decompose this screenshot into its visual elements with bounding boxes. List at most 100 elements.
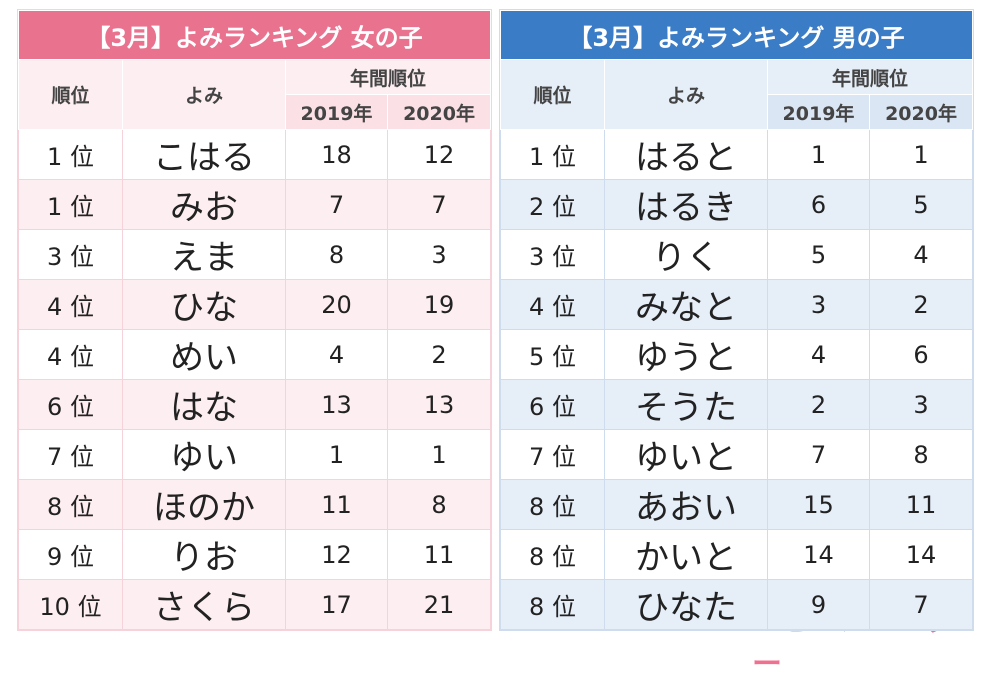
data-row: 8 位ほのか 11 8 <box>18 479 492 530</box>
rank-2019: 12 <box>285 529 388 580</box>
rank-2020: 2 <box>386 329 492 380</box>
rank: 5 位 <box>500 329 605 380</box>
rank: 1 位 <box>18 129 123 180</box>
page: ベビーカレンダー (() => { const data = JSON.pars… <box>16 9 975 682</box>
data-row: 9 位りお 12 11 <box>18 529 492 580</box>
ranking-table: 【3月】よみランキング 女の子 順位 よみ 年間順位 2019年 2020年 1 位こはる 1… <box>16 9 493 631</box>
rank: 1 位 <box>18 179 123 230</box>
rank: 8 位 <box>500 529 605 580</box>
rank-2019: 17 <box>285 579 388 630</box>
data-row: 4 位ひな 20 19 <box>18 279 492 330</box>
rank-2020: 5 <box>868 179 974 230</box>
rank-2020: 11 <box>386 529 492 580</box>
rank: 2 位 <box>500 179 605 230</box>
rank-2020: 8 <box>868 429 974 480</box>
rank: 9 位 <box>18 529 123 580</box>
rank-2019: 4 <box>767 329 870 380</box>
reading: ひなた <box>604 579 768 630</box>
reading: めい <box>122 329 286 380</box>
reading: ゆうと <box>604 329 768 380</box>
reading: ゆいと <box>604 429 768 480</box>
reading: ゆい <box>122 429 286 480</box>
rank-2020: 7 <box>386 179 492 230</box>
data-row: 8 位ひなた 9 7 <box>500 579 974 630</box>
header-cell: 順位 <box>18 59 123 130</box>
header-cell: 順位 <box>500 59 605 130</box>
rank-2019: 9 <box>767 579 870 630</box>
header-row: 順位 よみ 年間順位 <box>500 59 974 130</box>
data-row: 6 位はな 13 13 <box>18 379 492 430</box>
reading: ほのか <box>122 479 286 530</box>
data-row: 2 位はるき 6 5 <box>500 179 974 230</box>
rank: 4 位 <box>500 279 605 330</box>
header-cell: 2020年 <box>868 94 974 130</box>
rank: 8 位 <box>18 479 123 530</box>
rank-2019: 3 <box>767 279 870 330</box>
rank: 1 位 <box>500 129 605 180</box>
header-row: 順位 よみ 年間順位 <box>18 59 492 130</box>
reading: りく <box>604 229 768 280</box>
title-row: 【3月】よみランキング 男の子 <box>499 10 974 60</box>
reading: はるき <box>604 179 768 230</box>
data-row: 1 位はると 1 1 <box>500 129 974 180</box>
rank: 10 位 <box>18 579 123 630</box>
data-row: 4 位みなと 3 2 <box>500 279 974 330</box>
header-cell: 年間順位 <box>284 59 492 95</box>
rank-2019: 1 <box>767 129 870 180</box>
reading: りお <box>122 529 286 580</box>
header-cell: よみ <box>604 59 768 130</box>
reading: はると <box>604 129 768 180</box>
rank: 3 位 <box>500 229 605 280</box>
data-row: 8 位かいと 14 14 <box>500 529 974 580</box>
reading: そうた <box>604 379 768 430</box>
reading: さくら <box>122 579 286 630</box>
data-row: 1 位みお 7 7 <box>18 179 492 230</box>
data-row: 4 位めい 4 2 <box>18 329 492 380</box>
header-cell: 年間順位 <box>766 59 974 95</box>
header-cell: 2019年 <box>285 94 388 130</box>
rank-2020: 14 <box>868 529 974 580</box>
rank: 4 位 <box>18 329 123 380</box>
rank-2020: 1 <box>386 429 492 480</box>
rank-2020: 2 <box>868 279 974 330</box>
rank: 6 位 <box>18 379 123 430</box>
rank-2020: 13 <box>386 379 492 430</box>
rank: 4 位 <box>18 279 123 330</box>
rank-2020: 7 <box>868 579 974 630</box>
rank-2019: 18 <box>285 129 388 180</box>
data-row: 3 位りく 5 4 <box>500 229 974 280</box>
rank-2019: 2 <box>767 379 870 430</box>
rank-2019: 11 <box>285 479 388 530</box>
rank-2020: 11 <box>868 479 974 530</box>
rank-2019: 6 <box>767 179 870 230</box>
reading: かいと <box>604 529 768 580</box>
rank-2019: 4 <box>285 329 388 380</box>
rank-2020: 1 <box>868 129 974 180</box>
table-title: 【3月】よみランキング 男の子 <box>499 10 974 60</box>
title-row: 【3月】よみランキング 女の子 <box>17 10 492 60</box>
rank: 8 位 <box>500 479 605 530</box>
rank-2020: 3 <box>868 379 974 430</box>
rank: 7 位 <box>18 429 123 480</box>
reading: みなと <box>604 279 768 330</box>
reading: ひな <box>122 279 286 330</box>
rank-2019: 7 <box>285 179 388 230</box>
rank: 6 位 <box>500 379 605 430</box>
rank-2019: 5 <box>767 229 870 280</box>
reading: えま <box>122 229 286 280</box>
reading: あおい <box>604 479 768 530</box>
data-row: 6 位そうた 2 3 <box>500 379 974 430</box>
data-row: 5 位ゆうと 4 6 <box>500 329 974 380</box>
rank-2019: 8 <box>285 229 388 280</box>
rank-2020: 4 <box>868 229 974 280</box>
rank: 3 位 <box>18 229 123 280</box>
rank-2019: 20 <box>285 279 388 330</box>
reading: こはる <box>122 129 286 180</box>
rank-2019: 1 <box>285 429 388 480</box>
data-row: 10 位さくら 17 21 <box>18 579 492 630</box>
header-cell: 2020年 <box>386 94 492 130</box>
rank-2020: 3 <box>386 229 492 280</box>
reading: はな <box>122 379 286 430</box>
header-row: 2019年 2020年 <box>19 94 492 130</box>
rank-2019: 14 <box>767 529 870 580</box>
